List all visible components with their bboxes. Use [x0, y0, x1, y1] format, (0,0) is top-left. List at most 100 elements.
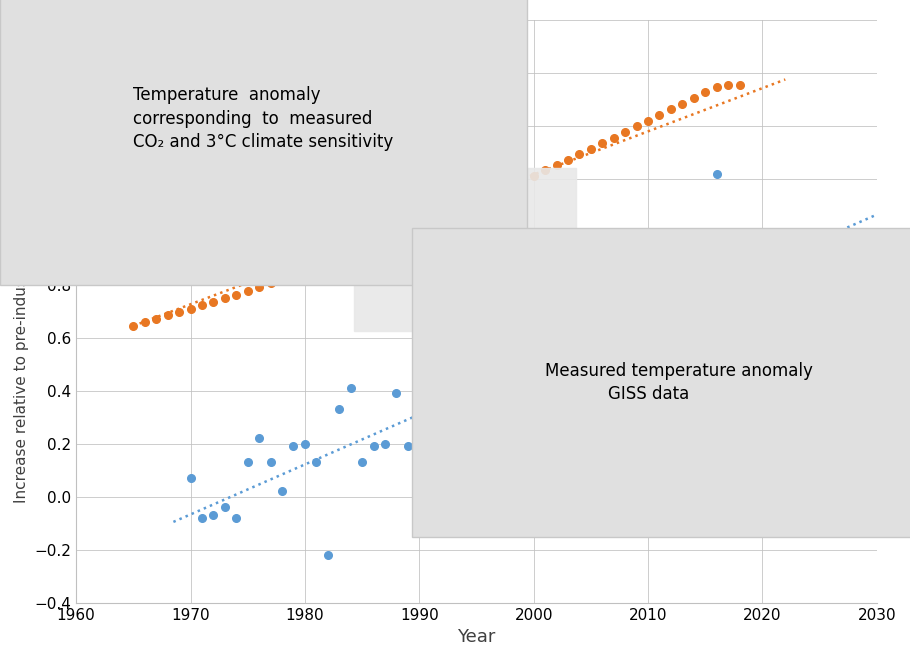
Point [721, 232, 735, 242]
Point [263, 279, 278, 289]
Point [470, 197, 484, 207]
Point [332, 404, 347, 414]
Point [389, 388, 404, 399]
Point [595, 138, 610, 148]
Point [733, 79, 747, 90]
Point [515, 436, 530, 446]
Point [470, 356, 484, 367]
Point [366, 240, 380, 251]
Point [378, 236, 392, 246]
Y-axis label: Increase relative to pre-industrial temperature [C]: Increase relative to pre-industrial temp… [14, 119, 29, 504]
Point [583, 144, 598, 154]
Point [298, 266, 312, 277]
Point [480, 359, 495, 370]
Point [287, 441, 301, 451]
Point [195, 513, 209, 523]
Point [126, 321, 141, 331]
Point [400, 441, 415, 451]
Point [320, 550, 335, 560]
Point [343, 249, 358, 259]
Point [652, 110, 667, 121]
Point [320, 257, 335, 268]
Point [583, 277, 598, 288]
Point [458, 354, 472, 364]
Point [561, 154, 575, 165]
Point [355, 245, 369, 255]
Point [217, 293, 232, 304]
Point [572, 149, 587, 160]
Point [515, 176, 530, 186]
Point [526, 170, 541, 181]
Point [343, 383, 358, 393]
Point [275, 486, 289, 497]
Point [572, 370, 587, 380]
Point [423, 217, 438, 228]
Point [606, 314, 621, 325]
Point [446, 391, 460, 401]
Point [710, 82, 724, 92]
Point [412, 222, 427, 232]
Point [606, 133, 621, 143]
Point [686, 93, 701, 104]
Point [641, 325, 655, 335]
Text: Measured temperature anomaly
            GISS data: Measured temperature anomaly GISS data [545, 362, 813, 403]
Point [630, 121, 644, 131]
Point [137, 317, 152, 327]
Point [595, 322, 610, 333]
Point [389, 231, 404, 242]
Point [663, 104, 678, 115]
Point [149, 314, 164, 324]
Point [492, 393, 507, 404]
Point [298, 438, 312, 449]
Point [207, 297, 221, 308]
Point [332, 253, 347, 263]
Point [618, 127, 632, 137]
Point [287, 270, 301, 280]
X-axis label: Year: Year [458, 628, 496, 646]
Point [492, 186, 507, 197]
Point [355, 457, 369, 467]
Point [378, 438, 392, 449]
Point [412, 459, 427, 470]
Point [435, 428, 450, 438]
Point [663, 293, 678, 304]
Point [686, 263, 701, 274]
Point [652, 250, 667, 261]
Point [675, 98, 690, 109]
Point [229, 289, 244, 300]
Point [526, 425, 541, 436]
Point [458, 202, 472, 213]
Point [538, 343, 552, 354]
Text: 30 years: 30 years [426, 240, 504, 258]
Point [721, 80, 735, 90]
Point [217, 502, 232, 513]
Point [550, 393, 564, 404]
Point [229, 513, 244, 523]
Point [503, 181, 518, 191]
Point [710, 168, 724, 179]
Point [698, 87, 713, 98]
Point [675, 282, 690, 293]
Point [446, 207, 460, 218]
Text: Temperature  anomaly
corresponding  to  measured
CO₂ and 3°C climate sensitivity: Temperature anomaly corresponding to mea… [134, 86, 394, 151]
Point [400, 226, 415, 237]
Point [561, 348, 575, 359]
Point [252, 433, 267, 444]
Point [366, 441, 380, 451]
Point [207, 510, 221, 521]
Point [503, 367, 518, 378]
Point [195, 300, 209, 311]
Point [618, 288, 632, 298]
Point [309, 261, 324, 272]
Point [263, 457, 278, 467]
Point [480, 191, 495, 202]
Point [160, 310, 175, 321]
Point [240, 286, 255, 296]
Point [641, 115, 655, 126]
Point [423, 438, 438, 449]
Point [550, 160, 564, 170]
Point [240, 457, 255, 467]
Point [275, 274, 289, 284]
Point [252, 282, 267, 293]
Point [172, 307, 187, 317]
